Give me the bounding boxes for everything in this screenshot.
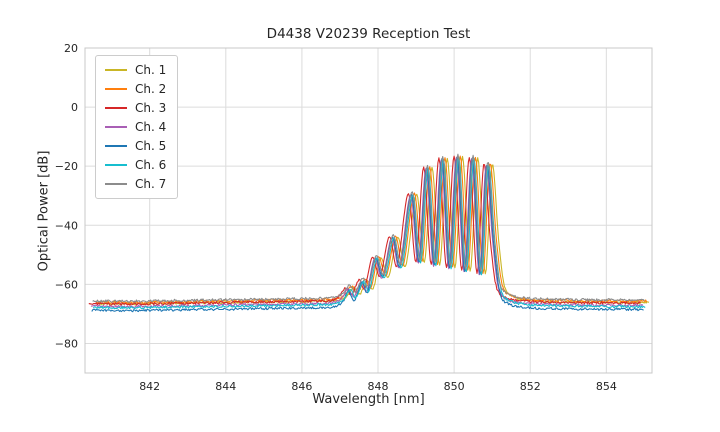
x-tick-label: 850 [444, 380, 465, 393]
legend-label: Ch. 5 [135, 139, 167, 153]
legend-line-swatch [105, 69, 127, 71]
tick-labels: 842 844 846 848 850 852 854 20 0 −20 −40 −60 −80 [55, 42, 617, 393]
legend-item: Ch. 5 [105, 139, 166, 153]
legend: Ch. 1 Ch. 2 Ch. 3 Ch. 4 Ch. 5 Ch. 6 Ch. 7 [95, 55, 179, 199]
legend-label: Ch. 3 [135, 101, 167, 115]
y-tick-label: 0 [71, 101, 78, 114]
y-axis-label: Optical Power [dB] [36, 150, 52, 272]
legend-line-swatch [105, 126, 127, 128]
legend-label: Ch. 4 [135, 120, 167, 134]
chart-title: D4438 V20239 Reception Test [266, 26, 471, 42]
legend-label: Ch. 7 [135, 177, 167, 191]
y-tick-label: 20 [64, 42, 78, 55]
legend-label: Ch. 2 [135, 82, 167, 96]
legend-label: Ch. 6 [135, 158, 167, 172]
legend-line-swatch [105, 183, 127, 185]
legend-label: Ch. 1 [135, 63, 167, 77]
y-tick-label: −20 [55, 160, 78, 173]
x-tick-label: 848 [368, 380, 389, 393]
series-line-ch-1 [97, 155, 650, 306]
legend-item: Ch. 4 [105, 120, 166, 134]
series-line-ch-7 [92, 153, 645, 303]
legend-item: Ch. 6 [105, 158, 166, 172]
legend-line-swatch [105, 164, 127, 166]
legend-item: Ch. 7 [105, 177, 166, 191]
x-axis-label: Wavelength [nm] [312, 392, 425, 407]
legend-line-swatch [105, 88, 127, 90]
legend-item: Ch. 3 [105, 101, 166, 115]
x-tick-label: 846 [291, 380, 312, 393]
axes-box [84, 47, 653, 374]
series-line-ch-6 [92, 156, 646, 310]
x-tick-label: 852 [520, 380, 541, 393]
legend-item: Ch. 2 [105, 82, 166, 96]
y-tick-label: −40 [55, 219, 78, 232]
y-tick-label: −80 [55, 337, 78, 350]
x-tick-label: 844 [215, 380, 236, 393]
legend-line-swatch [105, 107, 127, 109]
series-line-ch-5 [91, 156, 644, 313]
y-tick-label: −60 [55, 278, 78, 291]
legend-item: Ch. 1 [105, 63, 166, 77]
legend-line-swatch [105, 145, 127, 147]
x-tick-label: 854 [596, 380, 617, 393]
x-tick-label: 842 [139, 380, 160, 393]
series-lines [88, 153, 650, 313]
